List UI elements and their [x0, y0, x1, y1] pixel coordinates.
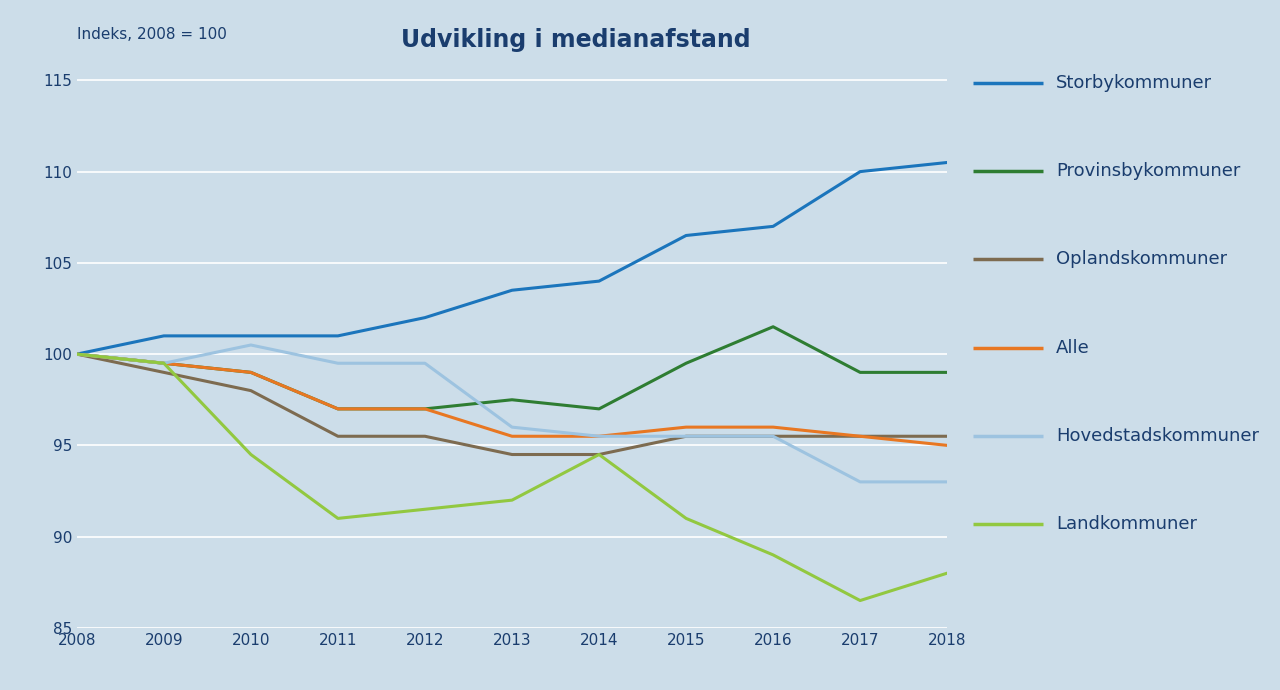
- Storbykommuner: [591, 277, 607, 285]
- Hovedstadskommuner: [765, 432, 781, 440]
- Line: Storbykommuner: Storbykommuner: [77, 162, 947, 354]
- Oplandskommuner: [504, 451, 520, 459]
- Landkommuner: [852, 596, 868, 604]
- Alle: [765, 423, 781, 431]
- Oplandskommuner: [591, 451, 607, 459]
- Oplandskommuner: [678, 432, 694, 440]
- Provinsbykommuner: [504, 395, 520, 404]
- Hovedstadskommuner: [504, 423, 520, 431]
- Landkommuner: [504, 496, 520, 504]
- Provinsbykommuner: [678, 359, 694, 367]
- Landkommuner: [940, 569, 955, 578]
- Text: Storbykommuner: Storbykommuner: [1056, 74, 1212, 92]
- Landkommuner: [330, 514, 346, 522]
- Storbykommuner: [765, 222, 781, 230]
- Landkommuner: [678, 514, 694, 522]
- Provinsbykommuner: [591, 405, 607, 413]
- Oplandskommuner: [852, 432, 868, 440]
- Line: Hovedstadskommuner: Hovedstadskommuner: [77, 345, 947, 482]
- Hovedstadskommuner: [330, 359, 346, 367]
- Provinsbykommuner: [417, 405, 433, 413]
- Text: Provinsbykommuner: Provinsbykommuner: [1056, 162, 1240, 180]
- Storbykommuner: [330, 332, 346, 340]
- Hovedstadskommuner: [678, 432, 694, 440]
- Alle: [156, 359, 172, 367]
- Landkommuner: [591, 451, 607, 459]
- Alle: [591, 432, 607, 440]
- Hovedstadskommuner: [591, 432, 607, 440]
- Line: Alle: Alle: [77, 354, 947, 445]
- Landkommuner: [417, 505, 433, 513]
- Storbykommuner: [504, 286, 520, 295]
- Text: Hovedstadskommuner: Hovedstadskommuner: [1056, 427, 1260, 445]
- Line: Oplandskommuner: Oplandskommuner: [77, 354, 947, 455]
- Oplandskommuner: [417, 432, 433, 440]
- Hovedstadskommuner: [940, 477, 955, 486]
- Hovedstadskommuner: [69, 350, 84, 358]
- Provinsbykommuner: [156, 359, 172, 367]
- Hovedstadskommuner: [156, 359, 172, 367]
- Alle: [678, 423, 694, 431]
- Alle: [852, 432, 868, 440]
- Oplandskommuner: [940, 432, 955, 440]
- Storbykommuner: [156, 332, 172, 340]
- Landkommuner: [69, 350, 84, 358]
- Hovedstadskommuner: [852, 477, 868, 486]
- Line: Provinsbykommuner: Provinsbykommuner: [77, 327, 947, 409]
- Alle: [504, 432, 520, 440]
- Provinsbykommuner: [243, 368, 259, 377]
- Text: Landkommuner: Landkommuner: [1056, 515, 1197, 533]
- Hovedstadskommuner: [417, 359, 433, 367]
- Storbykommuner: [852, 168, 868, 176]
- Alle: [330, 405, 346, 413]
- Oplandskommuner: [330, 432, 346, 440]
- Provinsbykommuner: [852, 368, 868, 377]
- Provinsbykommuner: [69, 350, 84, 358]
- Storbykommuner: [417, 313, 433, 322]
- Landkommuner: [156, 359, 172, 367]
- Oplandskommuner: [765, 432, 781, 440]
- Alle: [417, 405, 433, 413]
- Storbykommuner: [243, 332, 259, 340]
- Oplandskommuner: [69, 350, 84, 358]
- Storbykommuner: [678, 231, 694, 239]
- Provinsbykommuner: [940, 368, 955, 377]
- Text: Oplandskommuner: Oplandskommuner: [1056, 250, 1228, 268]
- Alle: [69, 350, 84, 358]
- Provinsbykommuner: [765, 323, 781, 331]
- Alle: [940, 441, 955, 449]
- Text: Alle: Alle: [1056, 339, 1089, 357]
- Text: Indeks, 2008 = 100: Indeks, 2008 = 100: [77, 28, 227, 42]
- Storbykommuner: [940, 158, 955, 166]
- Oplandskommuner: [156, 368, 172, 377]
- Line: Landkommuner: Landkommuner: [77, 354, 947, 600]
- Landkommuner: [243, 451, 259, 459]
- Hovedstadskommuner: [243, 341, 259, 349]
- Provinsbykommuner: [330, 405, 346, 413]
- Storbykommuner: [69, 350, 84, 358]
- Oplandskommuner: [243, 386, 259, 395]
- Text: Udvikling i medianafstand: Udvikling i medianafstand: [401, 28, 751, 52]
- Landkommuner: [765, 551, 781, 559]
- Alle: [243, 368, 259, 377]
